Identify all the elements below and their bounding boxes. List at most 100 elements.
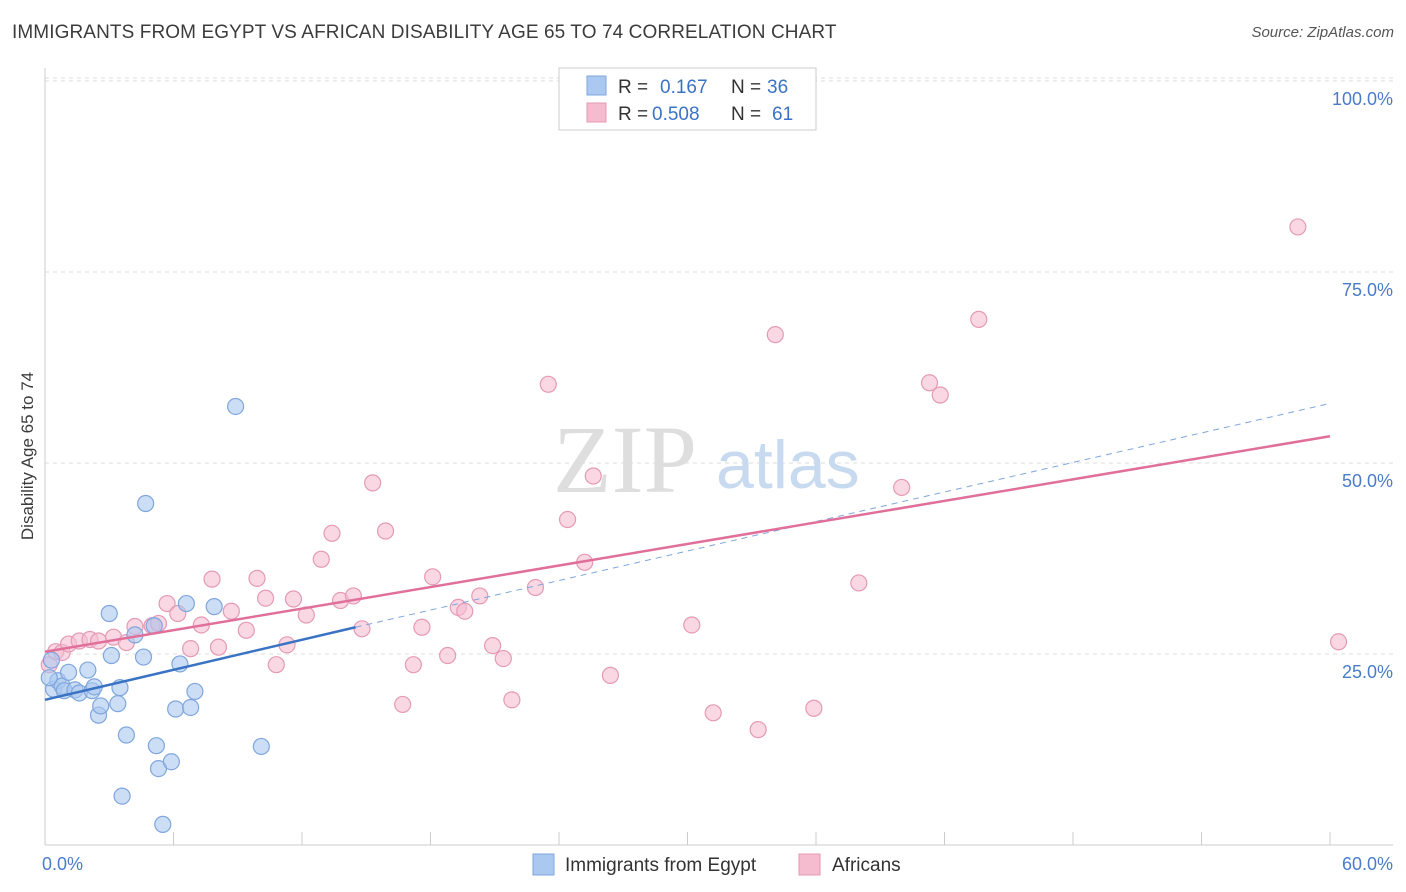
grid-lines	[45, 77, 1393, 655]
y-tick-label: 75.0%	[1342, 280, 1393, 300]
legend-r-label-africans: R =	[618, 104, 648, 125]
legend-r-value-egypt: 0.167	[660, 77, 708, 98]
egypt-point	[186, 682, 204, 701]
series-legend-label-egypt: Immigrants from Egypt	[565, 855, 757, 876]
axes	[44, 68, 1393, 846]
egypt-point	[113, 787, 131, 805]
legend-n-value-egypt: 36	[767, 77, 788, 98]
africans-point	[484, 636, 502, 655]
egypt-point	[134, 648, 153, 666]
africans-point	[601, 666, 620, 684]
egypt-point	[59, 663, 78, 681]
africans-point	[893, 478, 911, 497]
africans-point	[970, 310, 988, 328]
africans-point	[364, 474, 382, 492]
series-legend-label-africans: Africans	[832, 855, 901, 876]
legend-r-value-africans: 0.508	[652, 104, 700, 125]
egypt-point	[162, 753, 180, 771]
africans-point	[394, 695, 412, 714]
africans-point	[749, 721, 767, 739]
watermark-atlas: atlas	[716, 427, 860, 503]
legend-n-label-africans: N =	[731, 104, 761, 125]
egypt-point	[167, 700, 185, 718]
egypt-point	[182, 698, 200, 717]
africans-point	[376, 522, 395, 540]
africans-point	[850, 574, 868, 592]
x-tick-labels: 0.0% 60.0%	[42, 854, 1393, 874]
egypt-point	[40, 669, 58, 687]
egypt-point	[100, 604, 118, 623]
y-tick-label: 50.0%	[1342, 471, 1393, 491]
egypt-point	[92, 697, 110, 715]
africans-point	[683, 616, 701, 634]
africans-point	[248, 569, 266, 587]
africans-point	[203, 570, 221, 588]
legend-n-value-africans: 61	[772, 104, 793, 125]
egypt-point	[117, 726, 135, 744]
africans-trend-line	[44, 435, 1331, 653]
trend-lines	[44, 402, 1331, 702]
africans-point	[494, 649, 512, 668]
y-tick-labels: 25.0% 50.0% 75.0% 100.0%	[1332, 89, 1393, 682]
africans-point	[1289, 218, 1307, 236]
africans-point	[404, 656, 422, 674]
series-legend-swatch-egypt	[532, 853, 555, 876]
egypt-point	[137, 494, 155, 513]
africans-point	[222, 602, 240, 620]
africans-point	[323, 524, 341, 542]
egypt-point	[205, 598, 223, 616]
africans-point	[256, 589, 275, 607]
egypt-trend-line	[44, 626, 356, 702]
africans-point	[471, 587, 489, 605]
x-tick-label: 0.0%	[42, 854, 83, 874]
source-label: Source: ZipAtlas.com	[1251, 24, 1394, 41]
egypt-point	[102, 646, 120, 665]
chart-title: IMMIGRANTS FROM EGYPT VS AFRICAN DISABIL…	[12, 22, 837, 43]
x-tick-label: 60.0%	[1342, 854, 1393, 874]
egypt-point	[154, 815, 172, 833]
africans-point	[312, 550, 330, 568]
egypt-point	[227, 397, 245, 416]
y-axis-title: Disability Age 65 to 74	[18, 372, 37, 540]
egypt-point	[177, 594, 195, 613]
legend-swatch-egypt	[586, 75, 607, 96]
series-legend-swatch-africans	[798, 853, 821, 876]
africans-point	[284, 590, 303, 608]
egypt-trend-extension	[355, 402, 1331, 628]
africans-point	[539, 375, 557, 393]
africans-point	[353, 620, 371, 638]
africans-point	[584, 467, 602, 485]
legend-r-label-egypt: R =	[618, 77, 648, 98]
legend-swatch-africans	[586, 102, 607, 123]
africans-point	[237, 621, 255, 639]
africans-point	[209, 638, 228, 656]
africans-point	[503, 691, 521, 709]
africans-point	[1329, 633, 1348, 651]
africans-point	[704, 704, 722, 722]
egypt-point	[42, 651, 61, 669]
africans-point	[931, 386, 949, 404]
data-points	[40, 218, 1348, 833]
africans-point	[424, 568, 442, 586]
stats-legend: R = 0.167 N = 36 R = 0.508 N = 61	[558, 67, 817, 131]
egypt-point	[147, 737, 165, 755]
egypt-point	[79, 661, 97, 679]
africans-point	[158, 594, 176, 613]
africans-point	[558, 510, 577, 529]
egypt-point	[109, 695, 127, 713]
africans-point	[920, 374, 939, 392]
y-tick-label: 100.0%	[1332, 89, 1393, 109]
africans-point	[267, 656, 285, 674]
watermark-zip: ZIP	[553, 406, 697, 513]
africans-point	[413, 618, 431, 636]
africans-point	[805, 699, 823, 717]
watermark: ZIP atlas	[553, 406, 860, 513]
y-tick-label: 25.0%	[1342, 662, 1393, 682]
africans-point	[456, 602, 474, 620]
africans-point	[182, 640, 200, 658]
series-legend: Immigrants from Egypt Africans	[532, 853, 901, 876]
africans-point	[439, 646, 457, 665]
egypt-point	[252, 737, 270, 756]
africans-point	[766, 326, 784, 344]
